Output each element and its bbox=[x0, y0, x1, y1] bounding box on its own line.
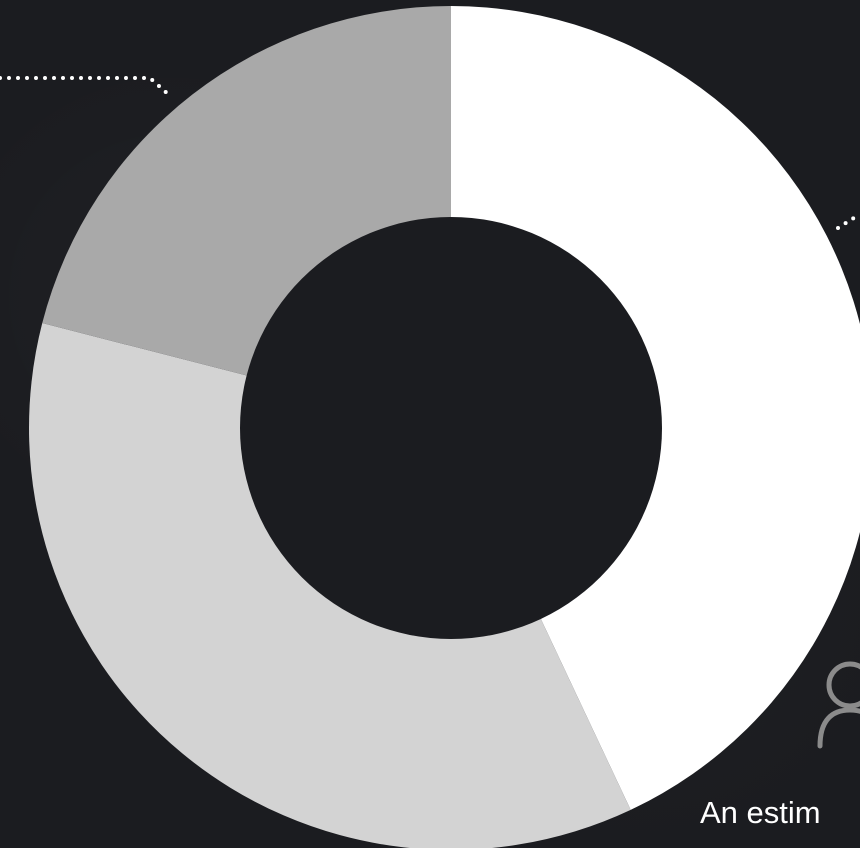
leader-line-left bbox=[0, 76, 170, 96]
leader-line-right bbox=[836, 212, 860, 230]
user-icon bbox=[817, 661, 860, 749]
caption-text: An estim bbox=[700, 795, 821, 830]
donut-hole bbox=[240, 217, 662, 639]
